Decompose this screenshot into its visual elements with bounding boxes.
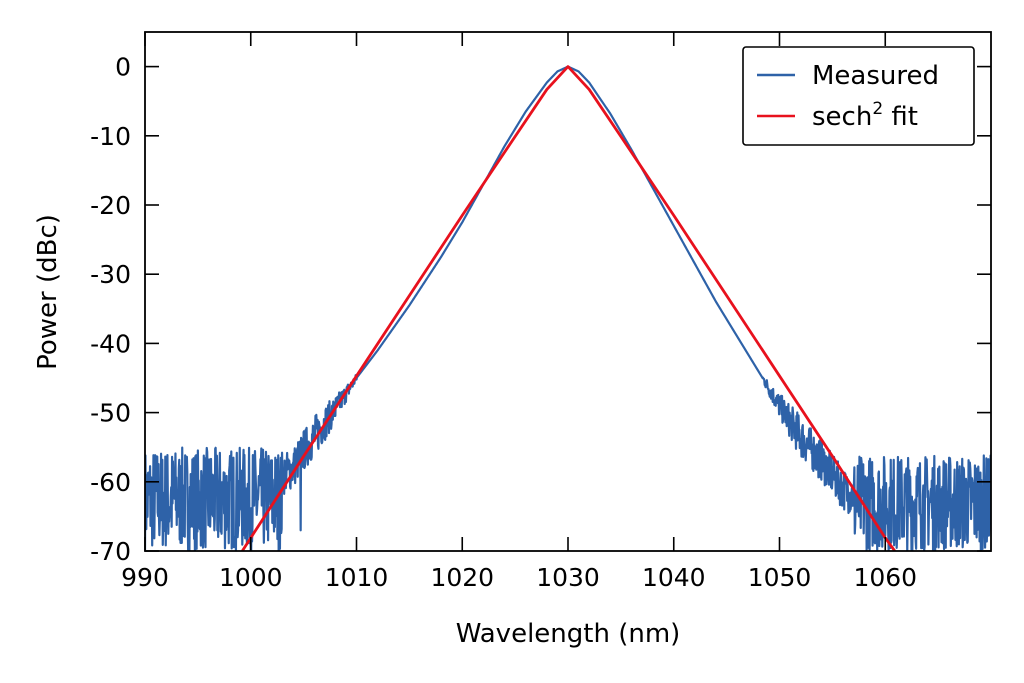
series-fit-line [241, 65, 896, 551]
legend: Measured sech2 fit [742, 46, 975, 146]
x-tick-label: 1040 [642, 563, 706, 592]
legend-label-fit-tail: fit [883, 102, 918, 132]
y-tick-label: -20 [90, 191, 131, 220]
x-tick-label: 1060 [853, 563, 917, 592]
y-tick-label: -50 [90, 399, 131, 428]
x-tick-label: 1050 [748, 563, 812, 592]
y-tick-label: -40 [90, 329, 131, 358]
x-tick-label: 1010 [325, 563, 389, 592]
y-tick-label: -30 [90, 260, 131, 289]
legend-label-fit-sup: 2 [872, 99, 883, 119]
x-tick-label: 1030 [536, 563, 600, 592]
legend-box [742, 46, 975, 146]
y-axis-label: Power (dBc) [33, 214, 63, 370]
y-tick-label: -70 [90, 537, 131, 566]
y-tick-label: 0 [115, 53, 131, 82]
x-tick-label: 990 [121, 563, 169, 592]
legend-label-measured: Measured [812, 61, 939, 91]
x-tick-label: 1020 [430, 563, 494, 592]
ticks-layer: 990 1000 1010 1020 1030 1040 1050 1060 0 -10 -20 -3… [90, 32, 991, 592]
legend-label-fit-base: sech [812, 102, 872, 132]
series-layer [145, 65, 991, 551]
legend-label-fit: sech2 fit [812, 99, 918, 132]
y-tick-label: -60 [90, 468, 131, 497]
x-axis-label: Wavelength (nm) [456, 619, 681, 649]
y-tick-label: -10 [90, 122, 131, 151]
x-tick-label: 1000 [219, 563, 283, 592]
